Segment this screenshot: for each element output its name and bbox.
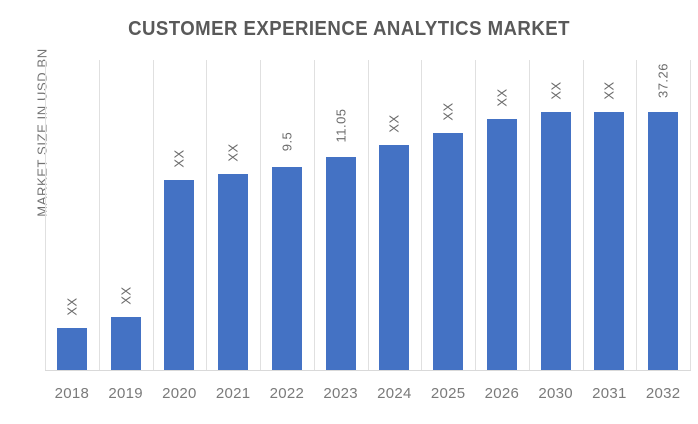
- bar[interactable]: [594, 112, 625, 370]
- chart-title: CUSTOMER EXPERIENCE ANALYTICS MARKET: [128, 18, 570, 40]
- bar[interactable]: [486, 119, 517, 370]
- bar-data-label: XX: [440, 102, 456, 121]
- bar-slot: XX: [421, 60, 475, 370]
- x-axis-tick-label: 2020: [162, 385, 197, 402]
- bar-slot: XX: [475, 60, 529, 370]
- bar-data-label: XX: [225, 143, 241, 162]
- bar-data-label: 11.05: [333, 108, 349, 143]
- gridline: [206, 60, 207, 370]
- x-axis-labels: 2018 2019 2020 2021 2022 2023 2024 2025 2026 2030…: [45, 385, 690, 409]
- x-axis-tick-label: 2024: [377, 385, 412, 402]
- gridline: [260, 60, 261, 370]
- bar-slot: 11.05: [314, 60, 368, 370]
- x-axis-tick-label: 2032: [645, 385, 681, 402]
- gridline: [475, 60, 476, 370]
- gridline: [690, 60, 691, 370]
- bar-slot: XX: [583, 60, 637, 370]
- bar[interactable]: [218, 174, 249, 370]
- bar[interactable]: [110, 317, 141, 370]
- plot-area: XX XX XX XX 9.5 11.05 XX XX XX XX XX 37.26: [45, 60, 691, 370]
- bar-data-label: XX: [64, 297, 80, 316]
- bar[interactable]: [379, 145, 410, 370]
- x-axis-tick-label: 2023: [323, 385, 358, 402]
- bar-slot: XX: [529, 60, 583, 370]
- gridline: [636, 60, 637, 370]
- bar[interactable]: [164, 180, 195, 370]
- bar[interactable]: [433, 133, 464, 370]
- bar-slot: XX: [99, 60, 153, 370]
- x-axis-tick-label: 2025: [430, 385, 466, 402]
- x-axis-tick-label: 2022: [269, 385, 305, 402]
- x-axis-tick-label: 2031: [592, 385, 627, 402]
- gridline: [583, 60, 584, 370]
- gridline: [99, 60, 100, 370]
- x-axis-tick-label: 2021: [215, 385, 251, 402]
- bar-slot: 37.26: [636, 60, 690, 370]
- x-axis-tick-label: 2019: [108, 385, 143, 402]
- bar-data-label: XX: [601, 81, 617, 100]
- bar-slot: XX: [368, 60, 422, 370]
- bar-data-label: 9.5: [279, 131, 295, 152]
- bar[interactable]: [540, 112, 571, 370]
- bar-data-label: 37.26: [655, 62, 671, 99]
- bar-slot: XX: [206, 60, 260, 370]
- axis-baseline: [45, 370, 691, 371]
- bar-slot: XX: [45, 60, 99, 370]
- bar[interactable]: [648, 112, 679, 370]
- bar-slot: 9.5: [260, 60, 314, 370]
- bar-data-label: XX: [171, 149, 187, 168]
- gridline: [529, 60, 530, 370]
- gridline: [314, 60, 315, 370]
- bar-data-label: XX: [494, 88, 510, 107]
- bar[interactable]: [271, 167, 302, 370]
- gridline: [421, 60, 422, 370]
- bar-data-label: XX: [386, 114, 402, 133]
- gridline: [153, 60, 154, 370]
- bar-data-label: XX: [548, 81, 564, 100]
- gridline: [45, 60, 46, 370]
- bar[interactable]: [325, 157, 356, 370]
- bar[interactable]: [56, 328, 87, 370]
- x-axis-tick-label: 2018: [54, 385, 90, 402]
- bar-slot: XX: [153, 60, 207, 370]
- bar-data-label: XX: [118, 286, 134, 305]
- x-axis-tick-label: 2026: [484, 385, 520, 402]
- x-axis-tick-label: 2030: [538, 385, 573, 402]
- gridline: [368, 60, 369, 370]
